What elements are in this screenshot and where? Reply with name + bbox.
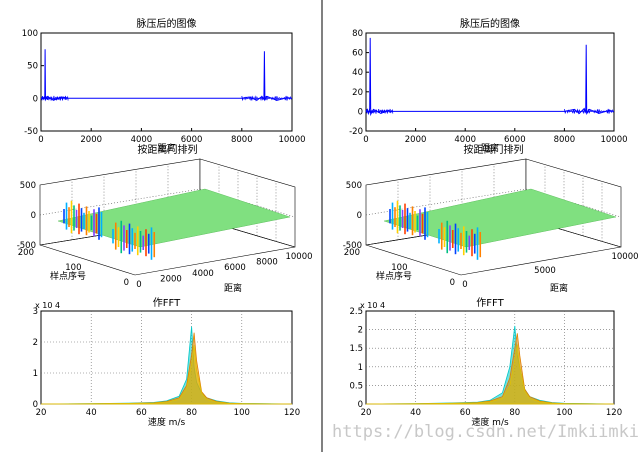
x-tick-label: 10000: [285, 252, 312, 262]
y-tick-label: 3: [33, 307, 38, 317]
x-tick-label: 10000: [600, 135, 627, 145]
y-tick-label: 60: [352, 49, 363, 59]
y-tick-label: 1: [358, 363, 363, 373]
y-tick-label: 100: [65, 263, 81, 273]
plot-area: [40, 32, 293, 132]
fft-chart-2: 作FFT x 10 4 20 40 60 80 100 120 0 1 2 3 速度 m/s: [33, 297, 301, 428]
chart-title: 脉压后的图像: [460, 17, 520, 30]
noise-burst: [40, 95, 69, 101]
x-axis-label: 距离: [224, 282, 242, 294]
z-tick-label: -500: [17, 241, 36, 251]
y-tick-label: 2: [358, 326, 363, 336]
y-tick-label: 2.5: [349, 307, 363, 317]
y-tick-label: 0: [450, 278, 455, 288]
x-tick-label: 40: [410, 408, 421, 418]
x-tick-label: 20: [361, 408, 372, 418]
x-tick-label: 4000: [131, 135, 153, 145]
x-axis-label: 距离: [157, 142, 175, 154]
x-tick-label: 60: [460, 408, 471, 418]
chart-title: 脉压后的图像: [137, 17, 197, 30]
y-tick-label: 0: [358, 400, 363, 410]
x-tick-label: 10000: [611, 252, 638, 262]
x-tick-label: 8000: [231, 135, 253, 145]
chart-title: 作FFT: [476, 297, 504, 309]
noise-burst: [564, 108, 614, 115]
x-tick-label: 5000: [534, 266, 556, 276]
y-tick-label: -20: [349, 127, 363, 137]
y-tick-label: 0.5: [349, 381, 363, 391]
x-tick-label: 120: [284, 408, 300, 418]
y-axis-label: 样点序号: [376, 270, 412, 282]
x-axis-label: 距离: [481, 142, 499, 154]
plot-area: [40, 310, 293, 405]
x-tick-label: 0: [38, 135, 43, 145]
x-tick-label: 6000: [181, 135, 203, 145]
noise-burst: [241, 95, 292, 102]
x-tick-label: 100: [556, 408, 572, 418]
fft-series-area: [365, 344, 615, 405]
y-exponent-label: x 10 4: [360, 301, 385, 310]
x-tick-label: 60: [136, 408, 147, 418]
x-tick-label: 0: [136, 280, 141, 290]
x-tick-label: 100: [234, 408, 250, 418]
x-tick-label: 2000: [160, 274, 182, 284]
x-tick-label: 8000: [256, 258, 278, 268]
z-tick-label: 500: [20, 181, 36, 191]
z-tick-label: -500: [343, 241, 362, 251]
chart-title: 按距离门排列: [138, 143, 198, 156]
fft-chart-5: 作FFT x 10 4 20 40 60 80 100 120 0 0.5 1 1.5 2 2.5 速度 m…: [349, 297, 622, 428]
fft-series-area: [40, 345, 293, 405]
plot-area: [365, 32, 615, 132]
x-tick-label: 6000: [504, 135, 526, 145]
y-tick-label: 200: [344, 248, 360, 258]
x-tick-label: 4000: [192, 269, 214, 279]
x-tick-label: 0: [363, 135, 368, 145]
y-tick-label: 100: [391, 263, 407, 273]
y-tick-label: 0: [358, 107, 363, 117]
noise-burst: [365, 108, 394, 115]
x-axis-label: 速度 m/s: [148, 416, 186, 428]
surface-chart-1: -500050001002000200040006000800010000距离样…: [17, 143, 313, 294]
x-axis-label: 距离: [550, 282, 568, 294]
x-axis-label: 速度 m/s: [471, 416, 509, 428]
x-tick-label: 10000: [278, 135, 305, 145]
y-axis-label: 样点序号: [50, 270, 86, 282]
y-tick-label: 20: [352, 88, 363, 98]
y-tick-label: 50: [27, 62, 38, 72]
x-tick-label: 0: [462, 280, 467, 290]
x-tick-label: 80: [186, 408, 197, 418]
x-tick-label: 80: [509, 408, 520, 418]
x-tick-label: 4000: [454, 135, 476, 145]
z-tick-label: 0: [31, 211, 36, 221]
y-tick-label: 0: [33, 94, 38, 104]
y-tick-label: 1: [33, 369, 38, 379]
y-tick-label: -50: [24, 127, 38, 137]
y-tick-label: 100: [22, 29, 38, 39]
z-tick-label: 0: [357, 211, 362, 221]
y-tick-label: 0: [33, 400, 38, 410]
y-tick-label: 0: [124, 278, 129, 288]
watermark: https://blog.csdn.net/Imkiimki: [332, 422, 639, 442]
plot-area: [365, 310, 615, 405]
y-tick-label: 1.5: [349, 344, 363, 354]
y-tick-label: 200: [18, 248, 34, 258]
y-tick-label: 80: [352, 29, 363, 39]
x-tick-label: 40: [86, 408, 97, 418]
chart-title: 按距离门排列: [464, 143, 524, 156]
y-tick-label: 2: [33, 338, 38, 348]
x-tick-label: 2000: [405, 135, 427, 145]
x-tick-label: 120: [606, 408, 622, 418]
x-tick-label: 2000: [80, 135, 102, 145]
x-tick-label: 20: [36, 408, 47, 418]
x-tick-label: 6000: [224, 263, 246, 273]
chart-title: 作FFT: [153, 297, 181, 309]
x-tick-label: 8000: [554, 135, 576, 145]
y-tick-label: 40: [352, 68, 363, 78]
y-exponent-label: x 10 4: [35, 301, 60, 310]
z-tick-label: 500: [346, 181, 362, 191]
